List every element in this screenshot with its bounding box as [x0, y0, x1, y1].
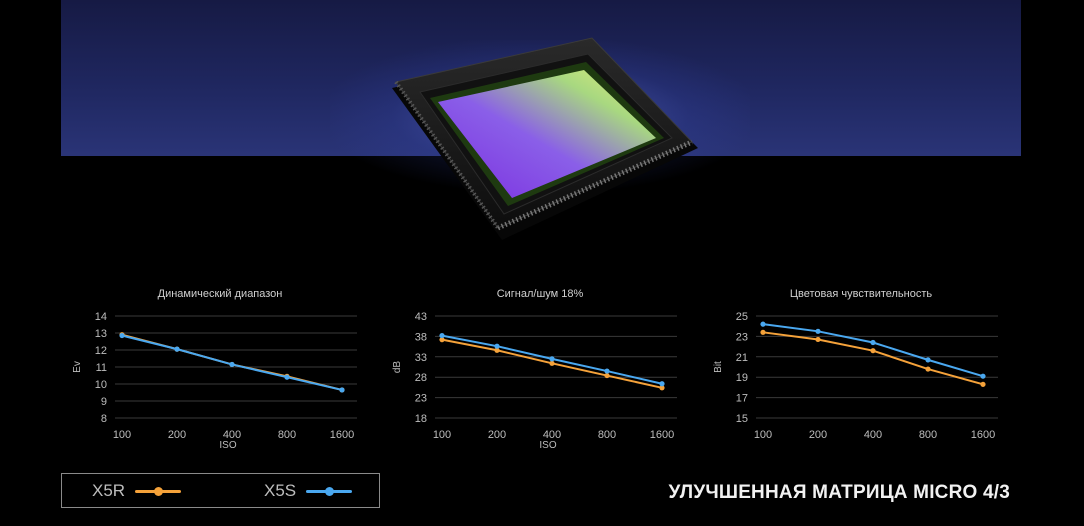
data-point-x5r — [659, 385, 665, 391]
x-tick-label: 100 — [754, 429, 772, 441]
data-point-x5r — [760, 329, 766, 335]
data-point-x5s — [284, 374, 290, 380]
data-point-x5r — [925, 366, 931, 372]
y-tick-label: 17 — [736, 393, 748, 405]
x-tick-label: 1600 — [650, 429, 674, 441]
data-point-x5s — [439, 332, 445, 339]
chart-signal-noise: Сигнал/шум 18% 18 23 28 33 38 43 100 200 400 800 1… — [390, 282, 690, 454]
y-tick-label: 14 — [95, 311, 107, 323]
x-tick-label: 1600 — [330, 429, 354, 441]
y-axis-label: dB — [392, 361, 403, 374]
y-tick-label: 28 — [415, 372, 427, 384]
headline: УЛУЧШЕННАЯ МАТРИЦА MICRO 4/3 — [668, 482, 1010, 503]
legend-item-x5s: X5S — [264, 481, 353, 501]
legend-label: X5S — [264, 481, 297, 500]
y-tick-label: 21 — [736, 352, 748, 364]
y-tick-label: 10 — [95, 379, 107, 391]
chart-color-sensitivity: Цветовая чувствительность 15 17 19 21 23 25 10… — [711, 282, 1011, 454]
data-point-x5s — [815, 328, 821, 334]
legend-marker — [154, 486, 164, 496]
data-point-x5s — [760, 321, 766, 327]
x-tick-label: 200 — [168, 429, 186, 441]
data-point-x5r — [604, 372, 610, 379]
x-tick-label: 400 — [543, 429, 561, 441]
chart-dynamic-range: Динамический диапазон 8 9 10 11 12 13 14 100 200… — [70, 282, 370, 454]
y-axis-label: Bit — [713, 361, 724, 373]
data-point-x5r — [980, 381, 986, 387]
chart-plot: 8 9 10 11 12 13 14 100 200 400 800 1600 ISO Ev — [72, 311, 357, 451]
y-tick-label: 25 — [736, 311, 748, 323]
data-point-x5r — [494, 347, 500, 353]
data-point-x5s — [119, 332, 125, 339]
x-tick-label: 200 — [488, 429, 506, 441]
y-tick-label: 43 — [415, 311, 427, 323]
data-point-x5s — [229, 361, 235, 368]
y-tick-label: 23 — [736, 331, 748, 343]
x-tick-label: 800 — [598, 429, 616, 441]
legend-item-x5r: X5R — [92, 481, 182, 501]
data-point-x5r — [870, 348, 876, 354]
data-point-x5r — [439, 337, 445, 343]
y-tick-label: 19 — [736, 372, 748, 384]
y-tick-label: 8 — [101, 413, 107, 425]
y-tick-label: 15 — [736, 413, 748, 425]
x-tick-label: 800 — [278, 429, 296, 441]
y-tick-label: 38 — [415, 331, 427, 343]
legend-line-swatch — [306, 486, 353, 496]
legend-marker — [325, 486, 335, 496]
y-tick-label: 23 — [415, 393, 427, 405]
data-point-x5r — [815, 336, 821, 343]
chart-title: Сигнал/шум 18% — [496, 288, 584, 300]
chart-title: Динамический диапазон — [157, 288, 283, 300]
x-axis-label: ISO — [539, 440, 556, 451]
data-point-x5r — [549, 360, 555, 366]
data-point-x5s — [980, 373, 986, 379]
x-tick-label: 1600 — [971, 429, 995, 441]
x-tick-label: 100 — [113, 429, 131, 441]
x-axis-label: ISO — [219, 440, 236, 451]
x-tick-label: 400 — [864, 429, 882, 441]
y-axis-label: Ev — [72, 361, 83, 373]
data-point-x5s — [494, 343, 500, 349]
data-point-x5s — [339, 387, 345, 393]
data-point-x5s — [659, 381, 665, 387]
y-tick-label: 9 — [101, 396, 107, 408]
data-point-x5s — [549, 356, 555, 362]
data-point-x5s — [174, 346, 180, 352]
chart-plot: 18 23 28 33 38 43 100 200 400 800 1600 ISO dB — [392, 311, 677, 451]
chart-title: Цветовая чувствительность — [789, 288, 933, 300]
y-tick-label: 13 — [95, 328, 107, 340]
legend-line-swatch — [135, 486, 182, 496]
x-tick-label: 200 — [809, 429, 827, 441]
data-point-x5s — [870, 339, 876, 346]
data-point-x5s — [604, 368, 610, 374]
y-tick-label: 11 — [96, 362, 107, 374]
y-tick-label: 18 — [415, 413, 427, 425]
x-tick-label: 400 — [223, 429, 241, 441]
x-tick-label: 100 — [433, 429, 451, 441]
legend: X5R X5S — [61, 473, 380, 508]
legend-label: X5R — [92, 481, 126, 500]
x-tick-label: 800 — [919, 429, 937, 441]
image-sensor-illustration — [392, 37, 698, 240]
data-point-x5s — [925, 357, 931, 363]
y-tick-label: 33 — [415, 352, 427, 364]
y-tick-label: 12 — [95, 345, 107, 357]
chart-plot: 15 17 19 21 23 25 100 200 400 800 1600 Bit — [713, 311, 998, 441]
